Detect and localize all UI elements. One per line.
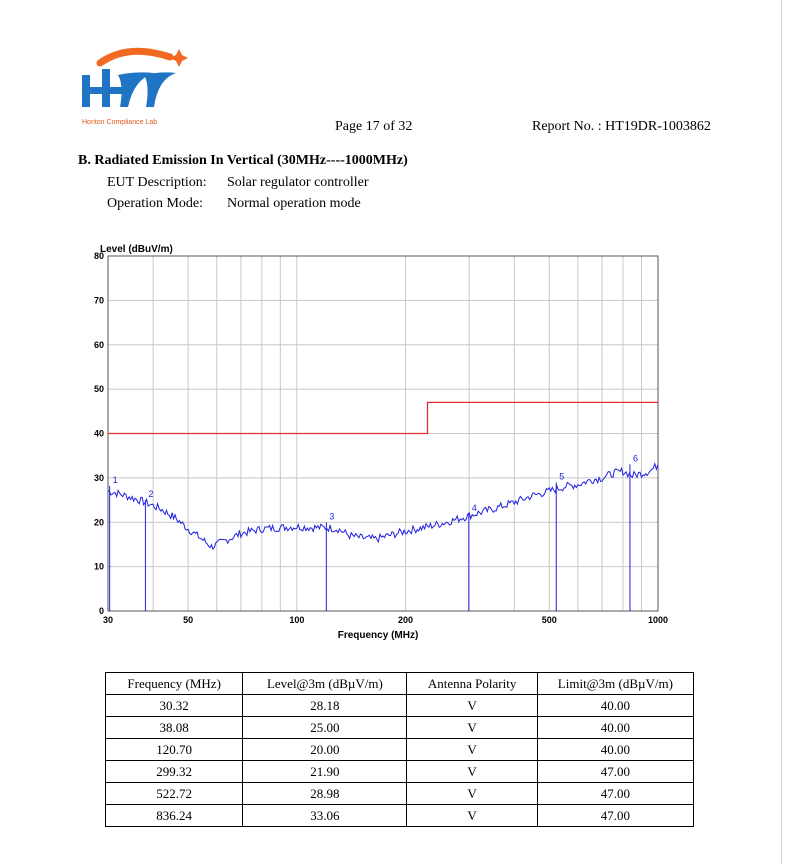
y-tick-label: 40 — [94, 429, 104, 439]
emission-trace — [107, 462, 659, 550]
cell-level: 28.18 — [242, 694, 408, 717]
table-row: 120.70 20.00 V 40.00 — [104, 738, 695, 761]
cell-limit: 47.00 — [536, 804, 695, 827]
table-header-row: Frequency (MHz) Level@3m (dBµV/m) Antenn… — [104, 672, 695, 695]
header-frequency: Frequency (MHz) — [104, 672, 244, 695]
cell-limit: 40.00 — [536, 716, 695, 739]
table-row: 30.32 28.18 V 40.00 — [104, 694, 695, 717]
x-tick-label: 30 — [103, 615, 113, 625]
limit-line — [108, 401, 658, 435]
cell-limit: 47.00 — [536, 782, 695, 805]
cell-limit: 47.00 — [536, 760, 695, 783]
y-tick-label: 80 — [94, 251, 104, 261]
header-level: Level@3m (dBµV/m) — [242, 672, 408, 695]
company-logo — [82, 47, 188, 107]
cell-limit: 40.00 — [536, 694, 695, 717]
page-edge-rule — [781, 0, 782, 864]
eut-value: Solar regulator controller — [227, 175, 369, 190]
cell-polarity: V — [406, 694, 538, 717]
y-tick-label: 70 — [94, 295, 104, 305]
x-tick-label: 1000 — [648, 615, 668, 625]
y-tick-label: 50 — [94, 384, 104, 394]
x-tick-label: 200 — [398, 615, 413, 625]
x-tick-label: 50 — [183, 615, 193, 625]
y-tick-label: 30 — [94, 473, 104, 483]
cell-level: 33.06 — [242, 804, 408, 827]
header-polarity: Antenna Polarity — [406, 672, 538, 695]
peak-markers: 1 2 3 4 5 6 — [109, 453, 638, 611]
marker-label: 2 — [148, 489, 153, 499]
cell-polarity: V — [406, 738, 538, 761]
cell-level: 20.00 — [242, 738, 408, 761]
results-table: Frequency (MHz) Level@3m (dBµV/m) Antenn… — [104, 672, 695, 827]
eut-label: EUT Description: — [107, 175, 207, 190]
cell-frequency: 120.70 — [104, 738, 244, 761]
marker-label: 5 — [559, 471, 564, 481]
y-tick-label: 20 — [94, 517, 104, 527]
cell-polarity: V — [406, 760, 538, 783]
cell-polarity: V — [406, 782, 538, 805]
cell-polarity: V — [406, 716, 538, 739]
mode-label: Operation Mode: — [107, 196, 204, 211]
operation-mode-row: Operation Mode: Normal operation mode — [107, 196, 361, 212]
x-axis-label: Frequency (MHz) — [338, 630, 419, 641]
x-tick-label: 500 — [542, 615, 557, 625]
eut-description-row: EUT Description: Solar regulator controll… — [107, 175, 369, 191]
marker-label: 3 — [329, 511, 334, 521]
cell-frequency: 836.24 — [104, 804, 244, 827]
cell-level: 28.98 — [242, 782, 408, 805]
cell-limit: 40.00 — [536, 738, 695, 761]
y-tick-labels: 0 10 20 30 40 50 60 70 80 — [94, 251, 104, 616]
page-number: Page 17 of 32 — [335, 119, 413, 134]
logo-caption: Honton Compliance Lab — [82, 119, 158, 126]
y-tick-label: 60 — [94, 340, 104, 350]
y-tick-label: 0 — [99, 606, 104, 616]
radiated-emission-chart: 0 10 20 30 40 50 60 70 80 30 50 100 200 500 1000 1 2 3 4… — [94, 244, 668, 641]
cell-level: 21.90 — [242, 760, 408, 783]
cell-polarity: V — [406, 804, 538, 827]
table-row: 299.32 21.90 V 47.00 — [104, 760, 695, 783]
report-number: Report No. : HT19DR-1003862 — [532, 119, 711, 134]
header-limit: Limit@3m (dBµV/m) — [536, 672, 695, 695]
y-axis-label: Level (dBuV/m) — [100, 244, 173, 255]
marker-label: 1 — [113, 475, 118, 485]
table-row: 836.24 33.06 V 47.00 — [104, 804, 695, 827]
cell-frequency: 299.32 — [104, 760, 244, 783]
cell-level: 25.00 — [242, 716, 408, 739]
cell-frequency: 38.08 — [104, 716, 244, 739]
mode-value: Normal operation mode — [227, 196, 361, 211]
marker-label: 6 — [633, 453, 638, 463]
y-tick-label: 10 — [94, 562, 104, 572]
cell-frequency: 30.32 — [104, 694, 244, 717]
table-row: 38.08 25.00 V 40.00 — [104, 716, 695, 739]
x-tick-labels: 30 50 100 200 500 1000 — [103, 615, 668, 625]
table-row: 522.72 28.98 V 47.00 — [104, 782, 695, 805]
section-title: B. Radiated Emission In Vertical (30MHz-… — [78, 153, 408, 168]
marker-label: 4 — [472, 503, 477, 513]
x-tick-label: 100 — [289, 615, 304, 625]
cell-frequency: 522.72 — [104, 782, 244, 805]
